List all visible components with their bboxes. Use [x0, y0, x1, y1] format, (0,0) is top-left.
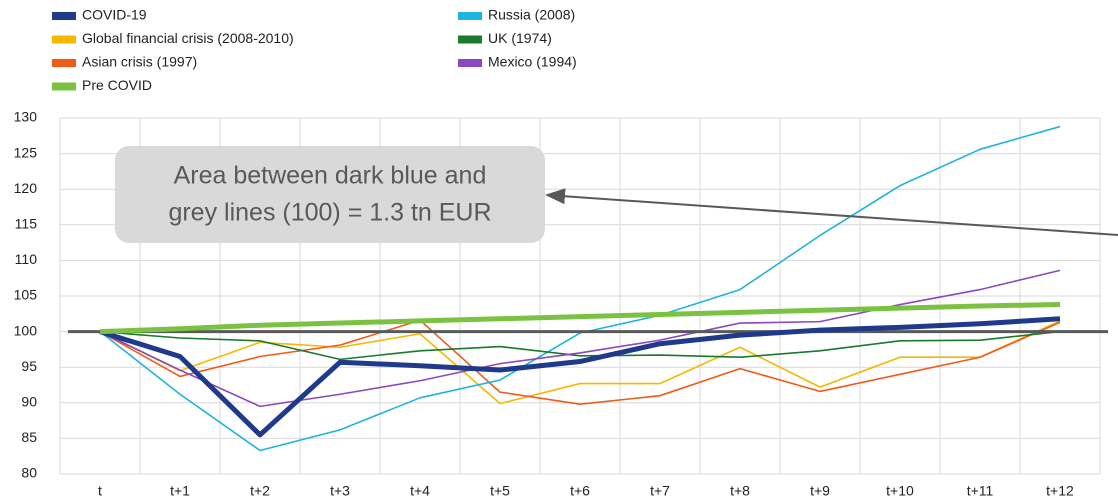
x-tick-label: t — [98, 483, 102, 499]
legend-label: UK (1974) — [488, 30, 552, 46]
series-line — [99, 302, 1061, 335]
x-tick-label: t+3 — [330, 483, 350, 499]
x-tick-label: t+12 — [1046, 483, 1074, 499]
y-tick-label: 90 — [21, 394, 37, 410]
series-line — [99, 330, 1061, 361]
y-tick-label: 85 — [21, 429, 37, 445]
y-tick-label: 125 — [14, 144, 38, 160]
y-tick-label: 95 — [21, 358, 37, 374]
y-tick-label: 110 — [15, 251, 38, 267]
annotation-box — [115, 146, 545, 243]
x-tick-label: t+5 — [490, 483, 510, 499]
x-tick-label: t+8 — [730, 483, 750, 499]
legend-label: Mexico (1994) — [488, 54, 577, 70]
y-tick-label: 115 — [15, 216, 38, 232]
x-tick-label: t+2 — [250, 483, 270, 499]
x-tick-label: t+1 — [170, 483, 190, 499]
x-tick-label: t+10 — [886, 483, 914, 499]
lines — [68, 125, 1108, 452]
annotation-line: Area between dark blue and — [174, 162, 487, 190]
annotation-line: grey lines (100) = 1.3 tn EUR — [168, 199, 491, 227]
series-line — [99, 320, 1061, 405]
x-tick-label: t+11 — [967, 483, 994, 499]
y-tick-label: 80 — [21, 465, 37, 481]
series-line — [99, 319, 1061, 406]
legend-swatch — [458, 12, 482, 20]
x-tick-label: t+7 — [650, 483, 670, 499]
annotation-arrow — [545, 188, 1118, 236]
legend-label: COVID-19 — [82, 7, 147, 23]
legend-label: Pre COVID — [82, 77, 152, 93]
legend-swatch — [52, 82, 76, 91]
series-line — [99, 269, 1061, 408]
legend-swatch — [458, 35, 482, 44]
legend: COVID-19 Global financial crisis (2008-20… — [52, 7, 577, 93]
legend-label: Asian crisis (1997) — [82, 54, 197, 70]
y-tick-label: 120 — [14, 180, 38, 196]
y-tick-label: 105 — [14, 287, 38, 303]
legend-swatch — [458, 59, 482, 67]
legend-swatch — [52, 59, 76, 67]
legend-label: Russia (2008) — [488, 7, 575, 23]
legend-swatch — [52, 35, 76, 44]
y-tick-label: 130 — [14, 109, 38, 125]
y-tick-label: 100 — [14, 322, 38, 338]
legend-swatch — [52, 12, 76, 20]
x-tick-label: t+6 — [570, 483, 590, 499]
x-tick-label: t+4 — [410, 483, 430, 499]
legend-label: Global financial crisis (2008-2010) — [82, 30, 294, 46]
series-line — [99, 316, 1061, 438]
x-tick-label: t+9 — [810, 483, 830, 499]
